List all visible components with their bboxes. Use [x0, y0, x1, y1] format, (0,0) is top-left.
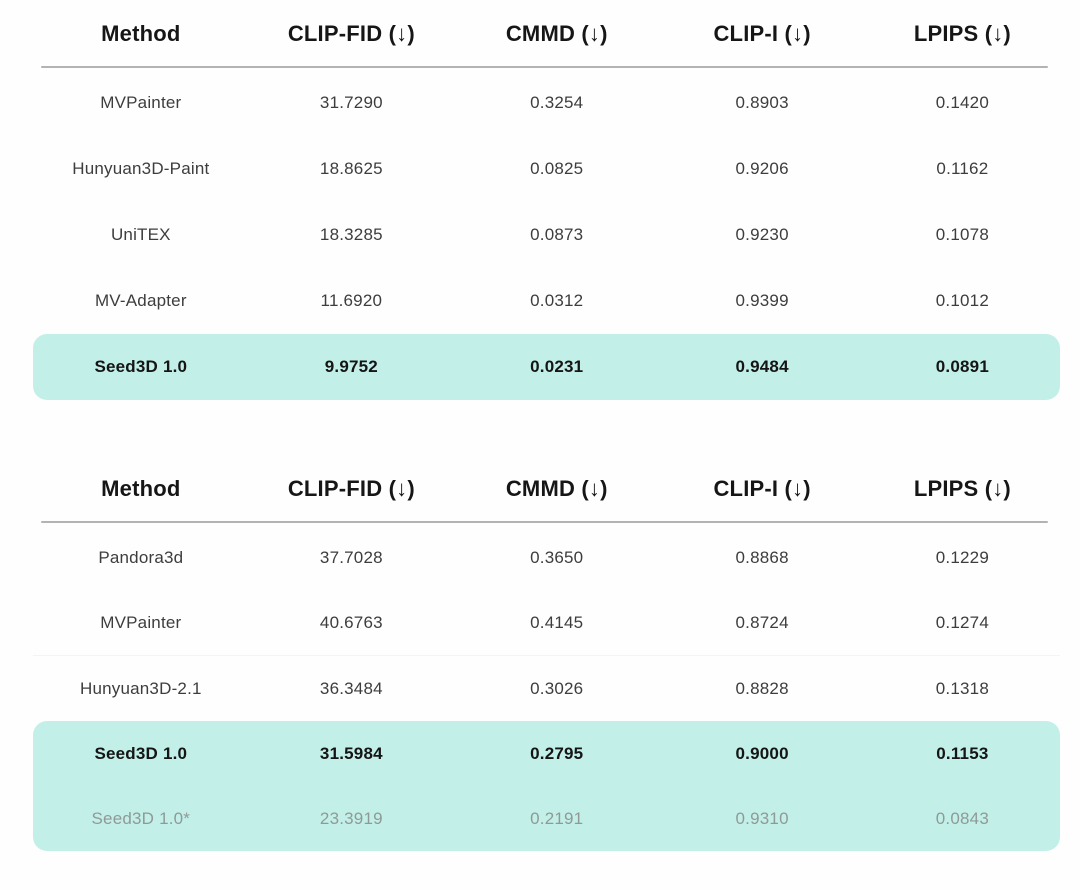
table-body: MVPainter 31.7290 0.3254 0.8903 0.1420 Hunyua… [33, 70, 1060, 400]
metric-cell: 0.1162 [936, 159, 989, 178]
method-cell: Seed3D 1.0 [94, 743, 188, 763]
column-header: CLIP-FID (↓) [287, 21, 415, 46]
header-rule [41, 521, 1048, 523]
method-cell: Seed3D 1.0* [91, 808, 191, 828]
metric-cell: 11.6920 [320, 291, 383, 310]
metric-cell: 0.1274 [935, 612, 989, 632]
metric-cell: 23.3919 [319, 808, 383, 828]
table-body: Pandora3d 37.7028 0.3650 0.8868 0.1229 MVPain… [33, 525, 1060, 851]
highlight-band: Seed3D 1.0 31.5984 0.2795 0.9000 0.1153 Seed3… [33, 721, 1060, 851]
header-rule [41, 66, 1048, 68]
method-cell: MVPainter [100, 612, 182, 632]
metric-cell: 0.1078 [935, 225, 989, 244]
highlight-band: Seed3D 1.0 9.9752 0.0231 0.9484 0.0891 [33, 334, 1060, 400]
method-cell: MVPainter [100, 93, 182, 112]
metric-cell: 0.0891 [935, 357, 989, 376]
column-header: LPIPS (↓) [913, 476, 1011, 501]
metric-cell: 0.2795 [530, 743, 584, 763]
metric-cell: 0.3026 [530, 678, 584, 698]
table-row: MVPainter 40.6763 0.4145 0.8724 0.1274 [33, 590, 1060, 655]
column-header: LPIPS (↓) [913, 21, 1011, 46]
metric-cell: 0.1318 [935, 678, 989, 698]
metric-cell: 0.0873 [530, 225, 584, 244]
column-header: CLIP-I (↓) [713, 476, 811, 501]
benchmark-table-1: Method CLIP-FID (↓) CMMD (↓) CLIP-I (↓) LPIP… [33, 10, 1060, 400]
column-header: CLIP-FID (↓) [287, 476, 415, 501]
metric-cell: 0.8828 [735, 678, 789, 698]
metric-cell: 0.4145 [530, 612, 584, 632]
metric-cell: 40.6763 [319, 612, 383, 632]
table-row: Seed3D 1.0* 23.3919 0.2191 0.9310 0.0843 [33, 786, 1060, 851]
table-row: Hunyuan3D-Paint 18.8625 0.0825 0.9206 0.1162 [33, 136, 1060, 202]
table-header-row: Method CLIP-FID (↓) CMMD (↓) CLIP-I (↓) LPIP… [33, 10, 1060, 58]
metric-cell: 0.3650 [530, 547, 584, 567]
metric-cell: 0.8868 [735, 547, 789, 567]
column-header: CMMD (↓) [505, 21, 608, 46]
metric-cell: 0.9230 [735, 225, 789, 244]
metric-cell: 0.8724 [735, 612, 789, 632]
metric-cell: 0.9000 [735, 743, 789, 763]
table-row: Seed3D 1.0 9.9752 0.0231 0.9484 0.0891 [33, 334, 1060, 400]
metric-cell: 18.3285 [319, 225, 383, 244]
metric-cell: 0.9399 [735, 291, 789, 310]
table-row: MVPainter 31.7290 0.3254 0.8903 0.1420 [33, 70, 1060, 136]
metric-cell: 0.8903 [735, 93, 789, 112]
column-header: CLIP-I (↓) [713, 21, 811, 46]
metric-cell: 0.1012 [935, 291, 989, 310]
metric-cell: 0.2191 [530, 808, 584, 828]
benchmark-table-2: Method CLIP-FID (↓) CMMD (↓) CLIP-I (↓) LPIP… [33, 465, 1060, 851]
table-row: MV-Adapter 11.6920 0.0312 0.9399 0.1012 [33, 268, 1060, 334]
metric-cell: 0.9206 [735, 159, 789, 178]
method-cell: UniTEX [110, 225, 171, 244]
metric-cell: 0.9484 [735, 357, 789, 376]
table-row: UniTEX 18.3285 0.0873 0.9230 0.1078 [33, 202, 1060, 268]
metric-cell: 0.0843 [935, 808, 989, 828]
metric-cell: 37.7028 [319, 547, 383, 567]
table-header-row: Method CLIP-FID (↓) CMMD (↓) CLIP-I (↓) LPIP… [33, 465, 1060, 513]
metric-cell: 18.8625 [319, 159, 383, 178]
table-row: Pandora3d 37.7028 0.3650 0.8868 0.1229 [33, 525, 1060, 590]
metric-cell: 0.0231 [530, 357, 584, 376]
table-row: Hunyuan3D-2.1 36.3484 0.3026 0.8828 0.1318 [33, 655, 1060, 721]
column-header: Method [101, 21, 181, 46]
metric-cell: 0.3254 [530, 93, 584, 112]
method-cell: Pandora3d [98, 547, 184, 567]
metric-cell: 0.1420 [935, 93, 989, 112]
column-header: Method [101, 476, 181, 501]
metric-cell: 0.0825 [530, 159, 584, 178]
metric-cell: 36.3484 [319, 678, 383, 698]
method-cell: Seed3D 1.0 [94, 357, 188, 376]
metric-cell: 0.0312 [530, 291, 584, 310]
column-header: CMMD (↓) [505, 476, 608, 501]
method-cell: Hunyuan3D-2.1 [79, 678, 202, 698]
metric-cell: 0.1153 [936, 743, 989, 763]
metric-cell: 9.9752 [324, 357, 378, 376]
method-cell: Hunyuan3D-Paint [72, 159, 210, 178]
method-cell: MV-Adapter [94, 291, 187, 310]
metric-cell: 0.1229 [935, 547, 989, 567]
table-row: Seed3D 1.0 31.5984 0.2795 0.9000 0.1153 [33, 721, 1060, 786]
metric-cell: 31.7290 [319, 93, 383, 112]
metric-cell: 0.9310 [735, 808, 789, 828]
metric-cell: 31.5984 [319, 743, 383, 763]
